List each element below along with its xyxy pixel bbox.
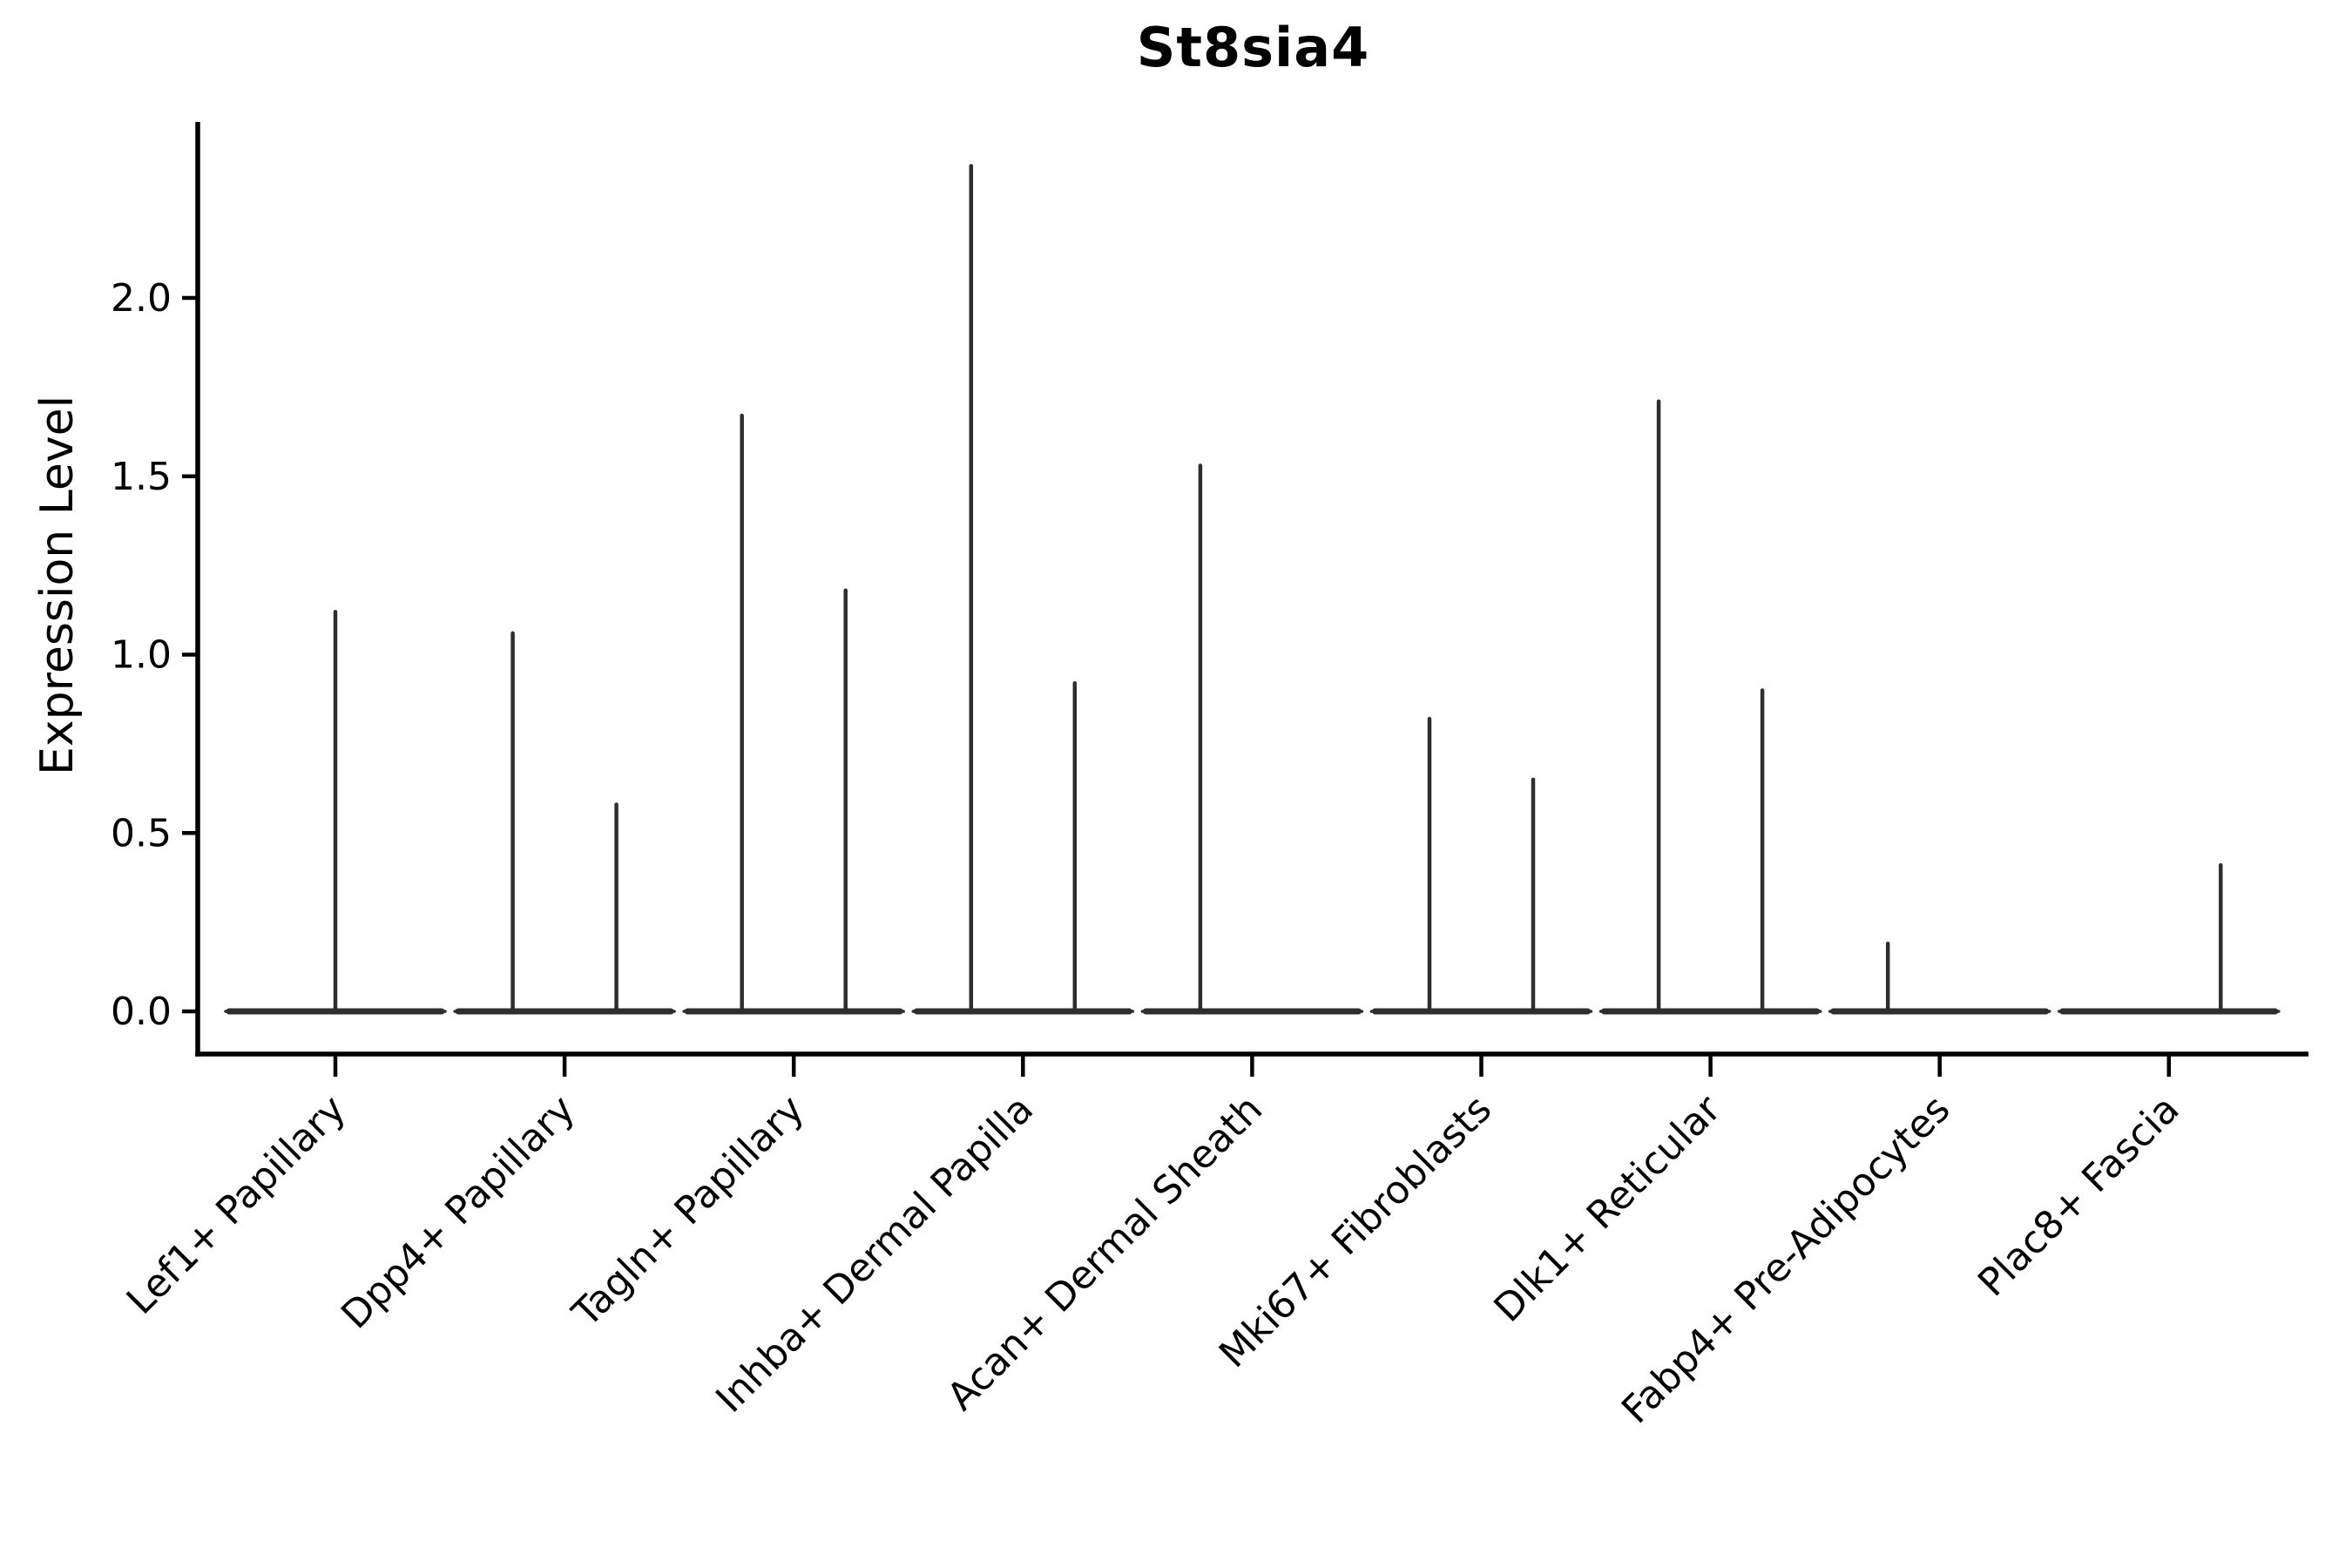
x-tick-label: Lef1+ Papillary [118, 1087, 355, 1323]
y-tick-label: 2.0 [111, 276, 172, 321]
y-tick-label: 0.0 [111, 990, 172, 1034]
y-tick-label: 1.0 [111, 633, 172, 678]
y-tick-label: 1.5 [111, 455, 172, 499]
x-tick-label: Tagln+ Papillary [564, 1087, 813, 1336]
y-tick-label: 0.5 [111, 811, 172, 855]
x-tick-label: Dlk1+ Reticular [1485, 1086, 1730, 1331]
y-axis-label: Expression Level [31, 395, 84, 776]
plot-title: St8sia4 [1136, 16, 1370, 79]
x-tick-label: Plac8+ Fascia [1970, 1087, 2188, 1306]
x-tick-label: Dpp4+ Papillary [333, 1087, 584, 1338]
